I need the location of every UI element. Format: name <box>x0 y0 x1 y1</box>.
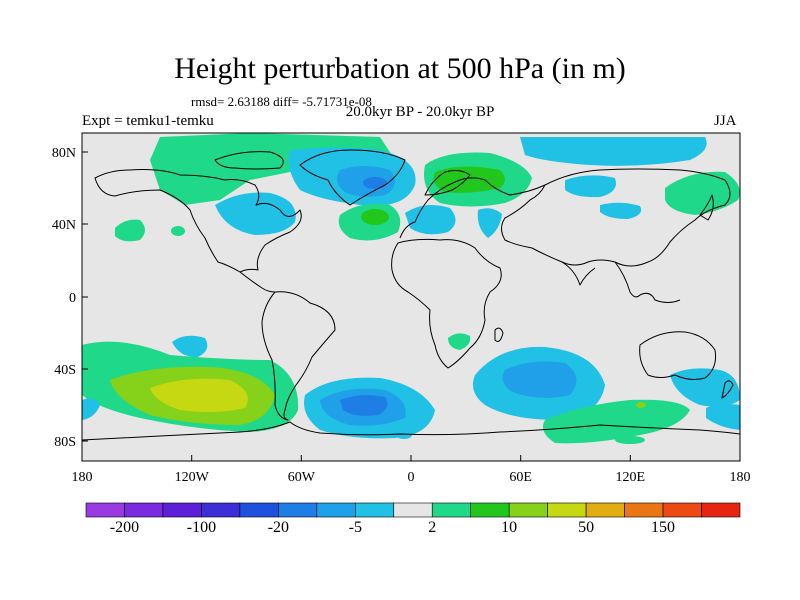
coast-arctic-islands <box>214 151 284 170</box>
anomaly-satlantic-low-core <box>340 395 388 416</box>
rmsd-stats: rmsd= 2.63188 diff= -5.71731e-08 <box>191 94 372 109</box>
coast-north-america <box>94 169 302 273</box>
anomaly-namerica-low <box>215 192 296 235</box>
colorbar-label: -100 <box>187 519 216 536</box>
colorbar-swatch <box>393 502 433 518</box>
anomaly-sindian-low-core <box>502 361 577 398</box>
colorbar-label: -200 <box>110 519 139 536</box>
coast-japan <box>699 194 714 221</box>
y-tick-label: 80N <box>52 146 76 161</box>
anomaly-small-southern <box>396 431 412 439</box>
anomaly-europe-low <box>405 204 456 235</box>
x-tick-labels: 180 120W 60W 0 60E 120E 180 <box>72 470 751 485</box>
x-tick-label: 60E <box>509 470 532 485</box>
anomaly-neasia-high <box>665 171 740 215</box>
colorbar-label: 10 <box>501 519 517 536</box>
x-tick-label: 120E <box>616 470 646 485</box>
colorbar-swatch <box>124 502 164 518</box>
anomaly-sw-atlantic-low-west <box>82 398 100 420</box>
anomaly-scandinavia-high-core <box>433 166 505 193</box>
colorbar-swatch <box>354 502 395 518</box>
colorbar-swatch <box>431 502 472 518</box>
season-label: JJA <box>714 113 737 129</box>
anomaly-east-pacific-low <box>706 404 740 430</box>
coast-india <box>561 261 596 286</box>
colorbar-swatch <box>547 502 587 518</box>
anomaly-pacific-high-west <box>115 219 145 242</box>
colorbar-swatch <box>701 502 741 518</box>
colorbar-swatch <box>470 502 510 518</box>
coast-scandinavia <box>424 170 471 196</box>
anomaly-antarctic-high <box>542 399 690 444</box>
colorbar-swatch <box>316 502 356 518</box>
x-tick-label: 180 <box>72 470 93 485</box>
colorbar <box>85 502 741 518</box>
anomaly-asia-low-east <box>600 202 642 219</box>
coast-antarctica <box>82 421 740 441</box>
axis-ticks <box>81 151 741 461</box>
colorbar-swatch <box>162 502 202 518</box>
anomaly-atlantic-high-core <box>361 209 389 225</box>
coastlines <box>82 149 740 441</box>
coast-greenland <box>299 149 406 206</box>
x-tick-label: 0 <box>408 470 415 485</box>
anomaly-antarctic-core <box>636 402 646 408</box>
colorbar-label: 50 <box>578 519 594 536</box>
colorbar-swatch <box>624 502 664 518</box>
x-tick-label: 60W <box>288 470 316 485</box>
colorbar-swatch <box>278 502 318 518</box>
anomaly-pacific-small <box>171 226 185 236</box>
colorbar-swatch <box>585 502 625 518</box>
anomaly-equator-blob <box>448 333 471 350</box>
y-tick-labels: 80N 40N 0 40S 80S <box>52 146 76 450</box>
colorbar-label: 2 <box>428 519 436 536</box>
x-tick-label: 180 <box>730 470 751 485</box>
colorbar-label: -20 <box>268 519 289 536</box>
anomaly-greenland-center <box>363 177 387 189</box>
anomaly-siberia-low <box>565 175 616 198</box>
coast-central-america <box>239 271 276 293</box>
y-tick-label: 40N <box>52 218 76 233</box>
colorbar-swatch <box>201 502 241 518</box>
colorbar-swatch <box>239 502 279 518</box>
colorbar-label: -5 <box>349 519 362 536</box>
x-tick-label: 120W <box>175 470 210 485</box>
coast-asia <box>501 168 731 267</box>
anomaly-arctic-low <box>520 137 707 166</box>
anomaly-tasman-extra <box>615 436 645 444</box>
y-tick-label: 40S <box>54 363 76 378</box>
colorbar-swatch <box>508 502 548 518</box>
colorbar-swatch <box>85 502 125 518</box>
y-tick-label: 80S <box>54 435 76 450</box>
coast-africa <box>391 238 502 369</box>
coast-southeast-asia <box>614 261 681 303</box>
y-tick-label: 0 <box>69 291 76 306</box>
coast-europe <box>399 177 546 239</box>
colorbar-label: 150 <box>651 519 675 536</box>
anomaly-spacific-low-north <box>172 335 208 358</box>
colorbar-swatch <box>662 502 702 518</box>
coast-australia <box>639 331 716 380</box>
anomaly-caspian-low <box>477 208 502 238</box>
time-period: 20.0kyr BP - 20.0kyr BP <box>345 104 495 120</box>
colorbar-labels: -200 -100 -20 -5 2 10 50 150 <box>110 519 675 536</box>
anomaly-spacific-core <box>150 378 248 413</box>
plot-title: Height perturbation at 500 hPa (in m) <box>174 52 626 85</box>
coast-south-america <box>261 291 336 421</box>
coast-new-zealand <box>721 380 734 399</box>
experiment-label: Expt = temku1-temku <box>82 113 214 129</box>
coast-madagascar <box>494 327 504 342</box>
